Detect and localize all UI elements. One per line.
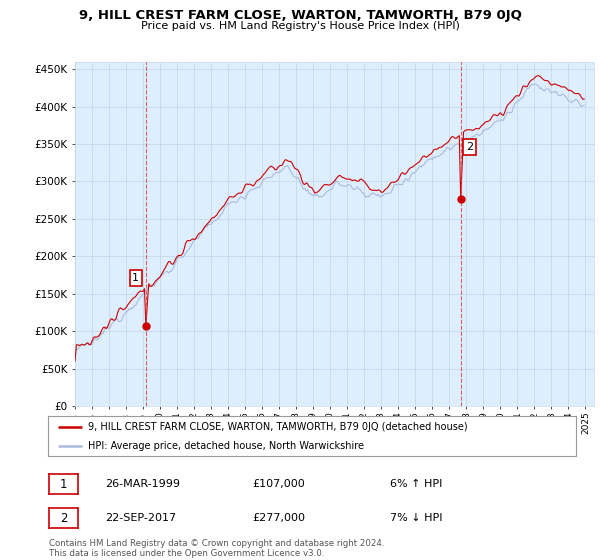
Text: Contains HM Land Registry data © Crown copyright and database right 2024.
This d: Contains HM Land Registry data © Crown c…: [49, 539, 385, 558]
Text: 22-SEP-2017: 22-SEP-2017: [105, 513, 176, 523]
Text: 1: 1: [132, 273, 139, 283]
Text: 1: 1: [60, 478, 67, 491]
Text: Price paid vs. HM Land Registry's House Price Index (HPI): Price paid vs. HM Land Registry's House …: [140, 21, 460, 31]
Text: 9, HILL CREST FARM CLOSE, WARTON, TAMWORTH, B79 0JQ (detached house): 9, HILL CREST FARM CLOSE, WARTON, TAMWOR…: [88, 422, 467, 432]
Text: £277,000: £277,000: [252, 513, 305, 523]
Text: 2: 2: [60, 511, 67, 525]
Text: 2: 2: [466, 142, 473, 152]
Text: 9, HILL CREST FARM CLOSE, WARTON, TAMWORTH, B79 0JQ: 9, HILL CREST FARM CLOSE, WARTON, TAMWOR…: [79, 9, 521, 22]
Text: 6% ↑ HPI: 6% ↑ HPI: [390, 479, 442, 489]
Text: 26-MAR-1999: 26-MAR-1999: [105, 479, 180, 489]
Text: £107,000: £107,000: [252, 479, 305, 489]
Text: HPI: Average price, detached house, North Warwickshire: HPI: Average price, detached house, Nort…: [88, 441, 364, 450]
Text: 7% ↓ HPI: 7% ↓ HPI: [390, 513, 443, 523]
